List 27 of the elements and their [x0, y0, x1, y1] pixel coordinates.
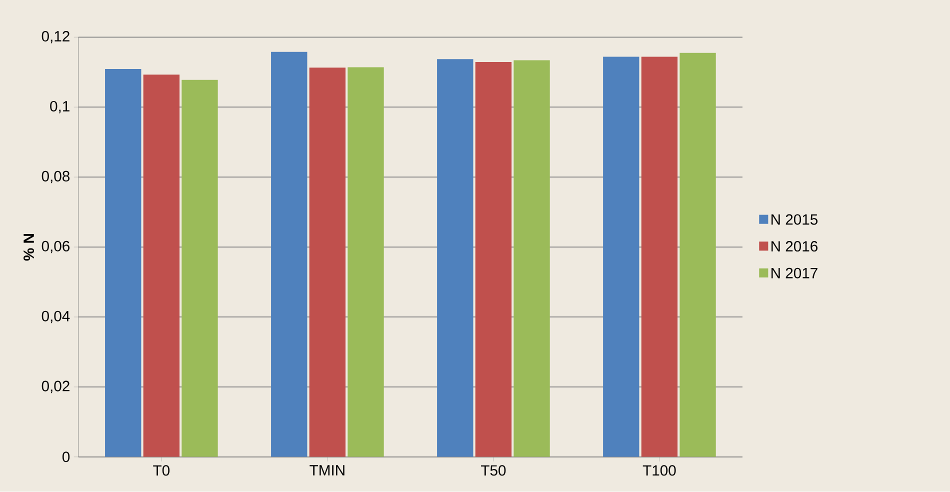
- bar: [514, 60, 550, 458]
- bar: [143, 74, 180, 458]
- bar: [603, 56, 640, 458]
- y-tick-label: 0,12: [42, 31, 70, 44]
- legend-label: N 2017: [772, 268, 818, 279]
- x-tick-label: T0: [153, 465, 170, 476]
- y-tick-label: 0,1: [50, 101, 70, 114]
- x-tick-label: T50: [480, 465, 506, 476]
- bar: [271, 52, 308, 458]
- bar: [348, 67, 384, 458]
- y-tick-label: 0: [62, 452, 70, 462]
- y-tick-label: 0,08: [42, 171, 70, 184]
- bar: [182, 80, 218, 458]
- legend-label: N 2016: [772, 241, 818, 252]
- bar: [680, 53, 716, 458]
- y-tick-label: 0,04: [42, 311, 70, 324]
- bar: [641, 56, 678, 458]
- bar: [105, 69, 142, 458]
- legend-label: N 2015: [772, 214, 818, 225]
- bar: [309, 68, 346, 458]
- y-tick-label: 0,06: [42, 241, 70, 254]
- x-tick-label: TMIN: [310, 465, 344, 476]
- y-tick-label: 0,02: [42, 381, 70, 394]
- y-axis-title: % N: [24, 234, 34, 261]
- x-tick-label: T100: [642, 465, 676, 476]
- bar: [475, 62, 512, 458]
- bar: [437, 59, 474, 458]
